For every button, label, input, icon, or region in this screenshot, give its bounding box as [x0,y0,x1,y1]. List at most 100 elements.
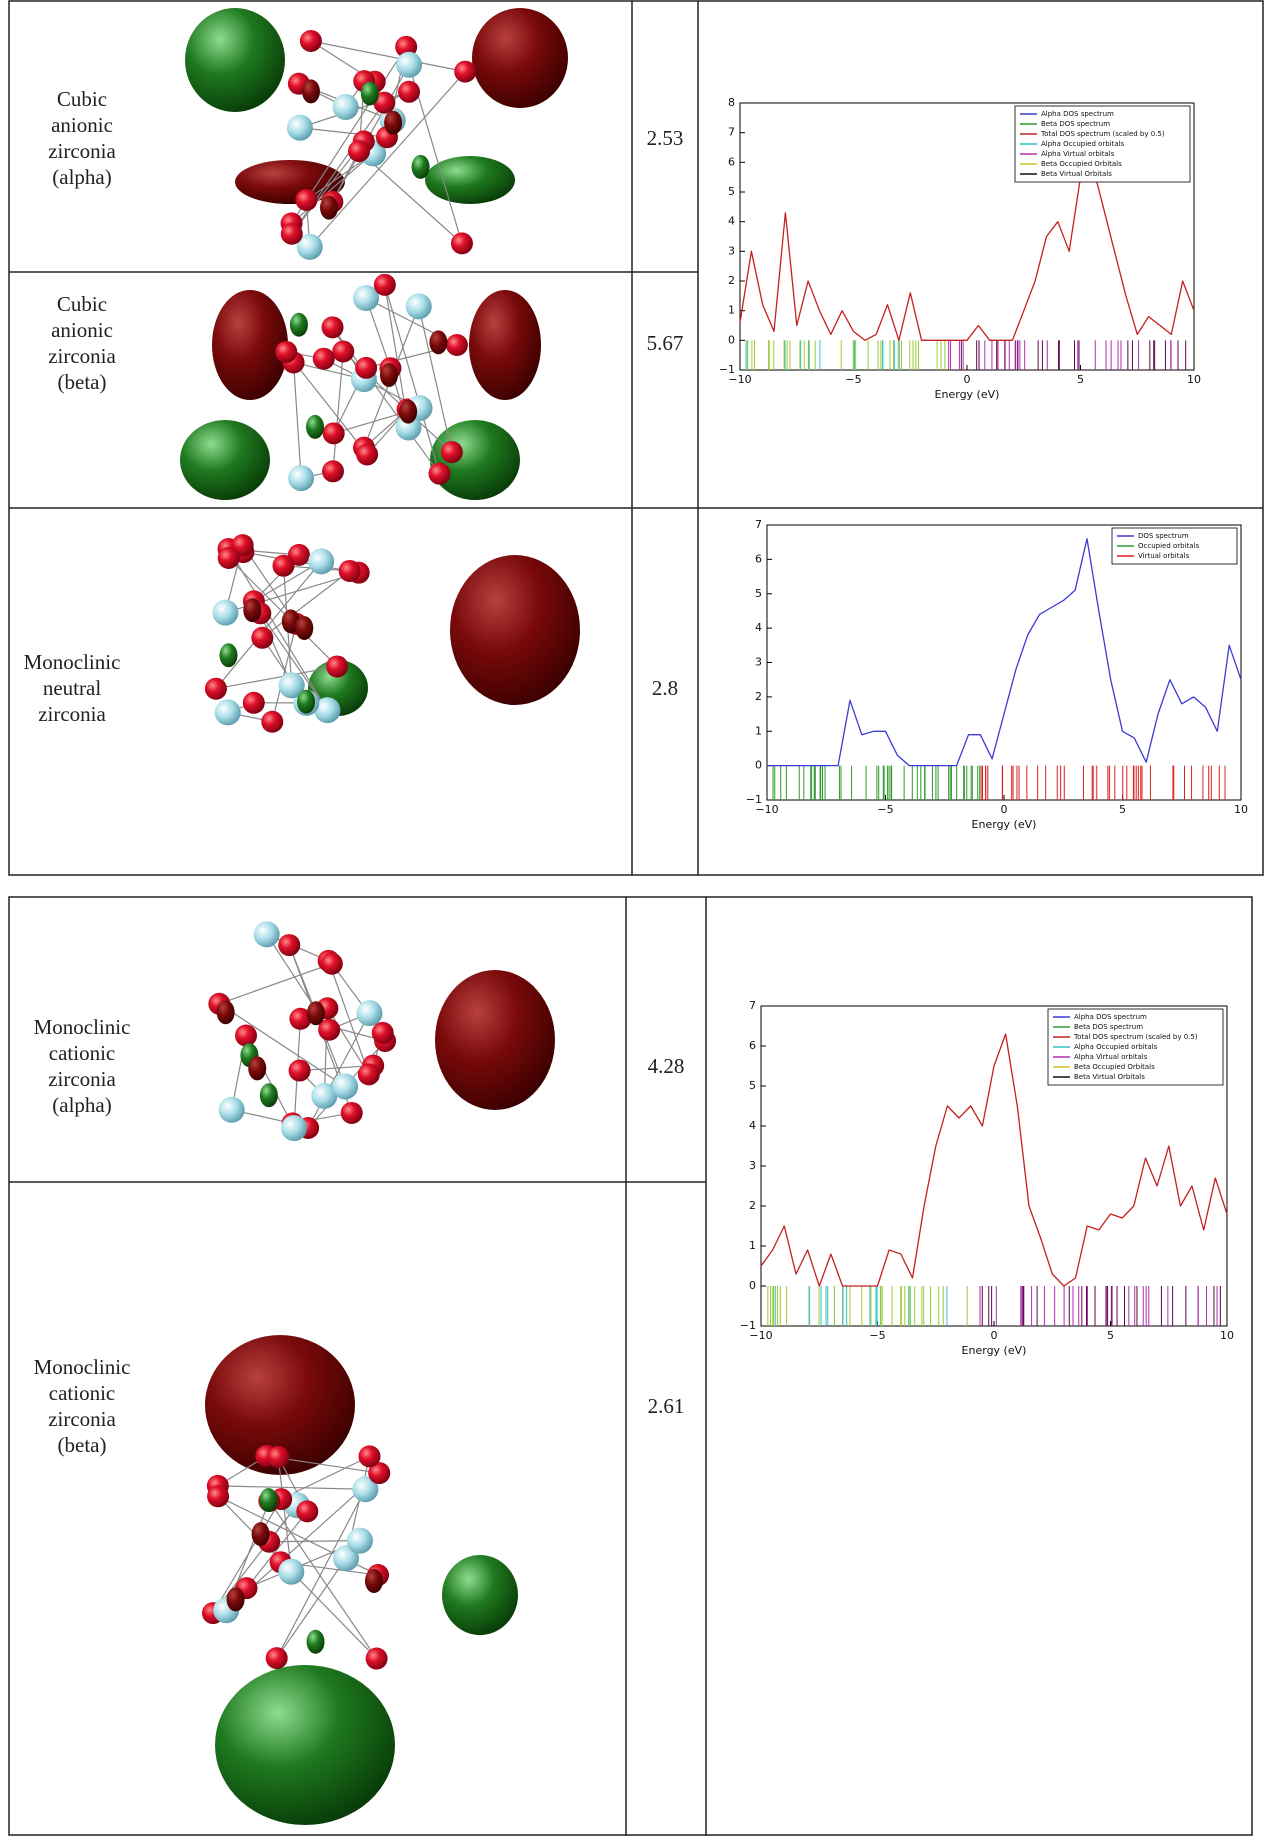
legend-label: Alpha DOS spectrum [1041,110,1114,118]
zr-atom [308,548,334,574]
legend-label: Occupied orbitals [1138,542,1200,550]
plot-frame [767,525,1241,800]
row-value: 2.61 [648,1394,685,1418]
orbital-lobe [302,79,320,103]
o-atom [295,189,317,211]
y-tick-label: 1 [755,724,762,737]
o-atom [322,316,344,338]
orbital-lobe [212,290,288,400]
y-tick-label: 2 [749,1199,756,1212]
orbital-lobe [227,1587,245,1611]
o-atom [322,460,344,482]
o-atom [251,627,273,649]
zr-atom [278,1559,304,1585]
zr-atom [212,600,238,626]
o-atom [289,1060,311,1082]
orbital-lobe [430,420,520,500]
o-atom [398,81,420,103]
y-tick-label: 3 [728,244,735,257]
legend-label: Beta Occupied Orbitals [1041,160,1122,168]
zr-atom [356,1000,382,1026]
orbital-lobe [243,598,261,622]
y-tick-label: 0 [728,333,735,346]
legend-label: Beta Occupied Orbitals [1074,1063,1155,1071]
o-atom [358,1063,380,1085]
orbital-lobe [469,290,541,400]
x-axis-label: Energy (eV) [962,1344,1027,1357]
orbital-lobe [361,82,379,106]
orbital-lobe [185,8,285,112]
orbital-lobe [412,155,430,179]
o-atom [454,61,476,83]
x-axis-label: Energy (eV) [972,818,1037,831]
o-atom [356,443,378,465]
x-tick-label: 0 [991,1329,998,1342]
orbital-lobe [429,330,447,354]
row-value: 5.67 [647,331,684,355]
legend-label: DOS spectrum [1138,532,1189,540]
x-tick-label: −5 [845,373,861,386]
orbital-lobe [248,1056,266,1080]
o-atom [275,341,297,363]
row-value: 2.8 [652,676,678,700]
orbital-lobe [365,1569,383,1593]
y-tick-label: 6 [755,552,762,565]
x-tick-label: −5 [877,803,893,816]
row-label: zirconia [38,702,106,726]
orbital-lobe [260,1083,278,1107]
y-tick-label: 1 [728,304,735,317]
row-label: Monoclinic [24,650,121,674]
molecule-images [180,8,580,1825]
o-atom [267,1446,289,1468]
row-label: (alpha) [52,1093,111,1117]
x-tick-label: 10 [1187,373,1201,386]
row-label: zirconia [48,1067,116,1091]
x-tick-label: 5 [1107,1329,1114,1342]
legend-label: Total DOS spectrum (scaled by 0.5) [1040,130,1165,138]
o-atom [207,1485,229,1507]
x-tick-label: 10 [1220,1329,1234,1342]
x-tick-label: −10 [749,1329,772,1342]
y-tick-label: 1 [749,1239,756,1252]
o-atom [321,953,343,975]
legend-label: Beta Virtual Orbitals [1074,1073,1145,1081]
bond [218,1486,366,1489]
bond [219,964,332,1004]
o-atom [372,1022,394,1044]
o-atom [261,711,283,733]
row-label: (beta) [58,370,107,394]
orbital-lobe [450,555,580,705]
x-tick-label: −10 [755,803,778,816]
zr-atom [406,293,432,319]
o-atom [451,232,473,254]
y-tick-label: 2 [728,274,735,287]
row-label: Cubic [57,292,107,316]
row-label: zirconia [48,139,116,163]
x-tick-label: 5 [1119,803,1126,816]
o-atom [218,547,240,569]
orbital-lobe [435,970,555,1110]
row-label: cationic [49,1041,115,1065]
orbital-lobe [297,690,315,714]
o-atom [323,422,345,444]
orbital-lobe [442,1555,518,1635]
o-atom [281,223,303,245]
y-tick-label: 2 [755,690,762,703]
orbital-lobe [380,363,398,387]
zr-atom [287,115,313,141]
y-tick-label: 0 [749,1279,756,1292]
o-atom [326,655,348,677]
legend-label: Alpha Occupied orbitals [1074,1043,1158,1051]
o-atom [366,1648,388,1670]
zr-atom [333,94,359,120]
orbital-lobe [219,643,237,667]
y-tick-label: 8 [728,96,735,109]
x-tick-label: −10 [728,373,751,386]
row-label: neutral [43,676,101,700]
row-label: Cubic [57,87,107,111]
orbital-lobe [307,1001,325,1025]
row-label: cationic [49,1381,115,1405]
o-atom [278,934,300,956]
legend-label: Beta DOS spectrum [1074,1023,1143,1031]
bond [294,362,302,478]
